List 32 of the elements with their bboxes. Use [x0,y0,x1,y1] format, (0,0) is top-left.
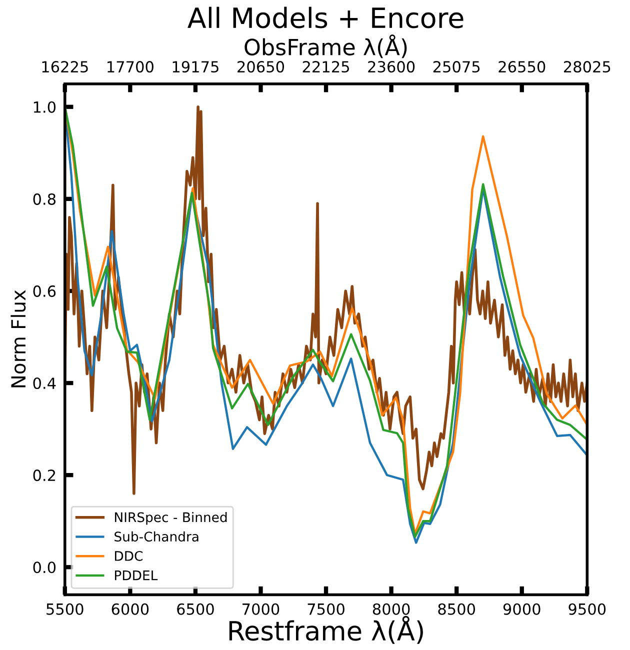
y-tick-label: 0.0 [33,562,56,574]
x2-tick-label: 28025 [564,61,610,73]
y-axis-title: Norm Flux [10,290,26,388]
x-tick-label: 7500 [308,603,344,615]
x-tick-label: 9000 [503,603,540,615]
x2-tick-label: 19175 [172,61,218,73]
x-tick-label: 9500 [568,603,606,615]
x-tick-label: 5500 [46,603,84,615]
y-tick-label: 0.6 [33,285,56,297]
x2-tick-label: 20650 [238,61,284,73]
x-tick-label: 8500 [438,603,476,615]
y-tick-label: 1.0 [34,101,56,113]
x2-tick-label: 22125 [302,61,349,73]
x-axis-title: Restframe λ(Å) [229,616,423,644]
x2-axis-title: ObsFrame λ(Å) [244,34,407,58]
legend-label: Sub-Chandra [114,531,198,542]
x2-tick-label: 16225 [42,61,88,73]
legend-label: DDC [115,550,143,561]
x-tick-label: 6000 [112,603,149,615]
legend-label: NIRSpec - Binned [115,512,227,525]
x-tick-label: 6500 [177,603,214,615]
legend-label: PDDEL [115,570,158,580]
x2-tick-label: 26550 [498,61,546,73]
x2-tick-label: 23600 [368,61,415,73]
x2-tick-label: 17700 [108,61,154,73]
y-tick-label: 0.4 [33,377,56,390]
y-tick-label: 0.8 [33,193,56,205]
x-tick-label: 7000 [242,603,280,615]
chart-title: All Models + Encore [188,6,464,28]
x2-tick-label: 25075 [433,61,480,73]
y-tick-label: 0.2 [33,470,56,482]
x-tick-label: 8000 [372,603,410,615]
